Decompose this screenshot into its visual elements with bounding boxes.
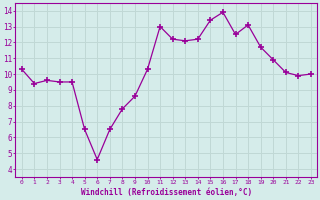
X-axis label: Windchill (Refroidissement éolien,°C): Windchill (Refroidissement éolien,°C)	[81, 188, 252, 197]
